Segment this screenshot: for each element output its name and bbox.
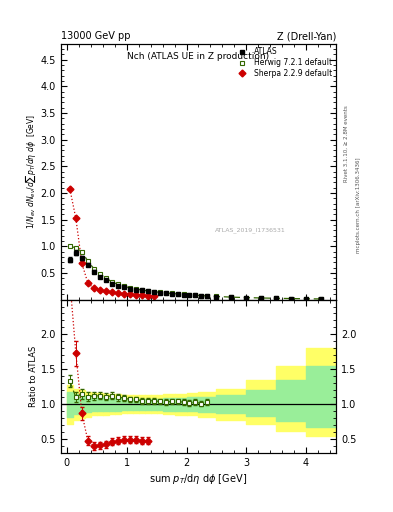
ATLAS bbox=[133, 287, 138, 293]
Sherpa 2.2.9 default bbox=[116, 290, 120, 296]
ATLAS bbox=[139, 287, 144, 293]
ATLAS bbox=[73, 249, 78, 255]
Herwig 7.2.1 default bbox=[163, 290, 168, 296]
ATLAS bbox=[145, 288, 150, 294]
Text: 13000 GeV pp: 13000 GeV pp bbox=[61, 31, 130, 41]
ATLAS bbox=[169, 291, 174, 297]
Herwig 7.2.1 default bbox=[151, 289, 156, 295]
Herwig 7.2.1 default bbox=[244, 294, 249, 301]
ATLAS bbox=[193, 292, 198, 298]
ATLAS bbox=[214, 293, 219, 300]
Herwig 7.2.1 default bbox=[169, 290, 174, 296]
ATLAS bbox=[304, 296, 309, 302]
ATLAS bbox=[92, 269, 96, 275]
Herwig 7.2.1 default bbox=[187, 292, 192, 298]
Text: Nch (ATLAS UE in Z production): Nch (ATLAS UE in Z production) bbox=[127, 53, 270, 61]
Herwig 7.2.1 default bbox=[68, 243, 72, 249]
Sherpa 2.2.9 default bbox=[73, 216, 78, 222]
Y-axis label: $1/N_{ev}\ dN_{ev}/d\sum p_T/d\eta\ d\phi\ \ [\mathrm{GeV}]$: $1/N_{ev}\ dN_{ev}/d\sum p_T/d\eta\ d\ph… bbox=[24, 114, 38, 229]
ATLAS bbox=[205, 293, 210, 299]
Sherpa 2.2.9 default bbox=[133, 292, 138, 298]
Line: ATLAS: ATLAS bbox=[68, 250, 323, 302]
ATLAS bbox=[259, 295, 264, 301]
Herwig 7.2.1 default bbox=[109, 279, 114, 285]
ATLAS bbox=[181, 291, 186, 297]
Herwig 7.2.1 default bbox=[121, 283, 126, 289]
Line: Sherpa 2.2.9 default: Sherpa 2.2.9 default bbox=[68, 187, 156, 298]
ATLAS bbox=[85, 262, 90, 268]
Herwig 7.2.1 default bbox=[97, 271, 102, 277]
Sherpa 2.2.9 default bbox=[85, 280, 90, 286]
ATLAS bbox=[289, 295, 294, 302]
Text: Rivet 3.1.10, ≥ 2.8M events: Rivet 3.1.10, ≥ 2.8M events bbox=[344, 105, 349, 182]
Herwig 7.2.1 default bbox=[79, 248, 84, 254]
ATLAS bbox=[244, 294, 249, 301]
Text: ATLAS_2019_I1736531: ATLAS_2019_I1736531 bbox=[215, 227, 286, 233]
Sherpa 2.2.9 default bbox=[151, 293, 156, 299]
Herwig 7.2.1 default bbox=[116, 281, 120, 287]
Herwig 7.2.1 default bbox=[92, 266, 96, 272]
Sherpa 2.2.9 default bbox=[121, 290, 126, 296]
ATLAS bbox=[187, 292, 192, 298]
Herwig 7.2.1 default bbox=[73, 245, 78, 251]
Herwig 7.2.1 default bbox=[274, 295, 279, 302]
ATLAS bbox=[199, 292, 204, 298]
Herwig 7.2.1 default bbox=[103, 275, 108, 281]
ATLAS bbox=[163, 290, 168, 296]
Herwig 7.2.1 default bbox=[133, 286, 138, 292]
ATLAS bbox=[116, 283, 120, 289]
Sherpa 2.2.9 default bbox=[145, 292, 150, 298]
Sherpa 2.2.9 default bbox=[68, 186, 72, 192]
Line: Herwig 7.2.1 default: Herwig 7.2.1 default bbox=[68, 244, 323, 302]
Herwig 7.2.1 default bbox=[229, 294, 234, 300]
ATLAS bbox=[319, 296, 323, 302]
Text: Z (Drell-Yan): Z (Drell-Yan) bbox=[277, 31, 336, 41]
Sherpa 2.2.9 default bbox=[139, 292, 144, 298]
Herwig 7.2.1 default bbox=[145, 288, 150, 294]
Herwig 7.2.1 default bbox=[199, 292, 204, 298]
Legend: ATLAS, Herwig 7.2.1 default, Sherpa 2.2.9 default: ATLAS, Herwig 7.2.1 default, Sherpa 2.2.… bbox=[233, 46, 334, 80]
Sherpa 2.2.9 default bbox=[127, 291, 132, 297]
ATLAS bbox=[97, 273, 102, 280]
Herwig 7.2.1 default bbox=[175, 291, 180, 297]
Herwig 7.2.1 default bbox=[259, 295, 264, 301]
Herwig 7.2.1 default bbox=[139, 287, 144, 293]
Herwig 7.2.1 default bbox=[193, 292, 198, 298]
Herwig 7.2.1 default bbox=[85, 258, 90, 264]
Sherpa 2.2.9 default bbox=[103, 288, 108, 294]
ATLAS bbox=[103, 278, 108, 284]
Herwig 7.2.1 default bbox=[157, 289, 162, 295]
ATLAS bbox=[157, 289, 162, 295]
ATLAS bbox=[121, 284, 126, 290]
Herwig 7.2.1 default bbox=[205, 293, 210, 299]
ATLAS bbox=[175, 291, 180, 297]
Sherpa 2.2.9 default bbox=[97, 287, 102, 293]
Herwig 7.2.1 default bbox=[319, 296, 323, 302]
ATLAS bbox=[229, 294, 234, 301]
ATLAS bbox=[151, 289, 156, 295]
Sherpa 2.2.9 default bbox=[79, 260, 84, 266]
ATLAS bbox=[79, 255, 84, 261]
Herwig 7.2.1 default bbox=[289, 295, 294, 302]
Herwig 7.2.1 default bbox=[127, 285, 132, 291]
Sherpa 2.2.9 default bbox=[109, 289, 114, 295]
ATLAS bbox=[274, 295, 279, 302]
Y-axis label: Ratio to ATLAS: Ratio to ATLAS bbox=[29, 346, 38, 407]
X-axis label: sum $p_T$/d$\eta$ d$\phi$ [GeV]: sum $p_T$/d$\eta$ d$\phi$ [GeV] bbox=[149, 472, 248, 486]
ATLAS bbox=[68, 257, 72, 263]
Herwig 7.2.1 default bbox=[181, 291, 186, 297]
Text: mcplots.cern.ch [arXiv:1306.3436]: mcplots.cern.ch [arXiv:1306.3436] bbox=[356, 157, 361, 252]
ATLAS bbox=[109, 281, 114, 287]
Sherpa 2.2.9 default bbox=[92, 285, 96, 291]
Herwig 7.2.1 default bbox=[214, 293, 219, 300]
Herwig 7.2.1 default bbox=[304, 296, 309, 302]
ATLAS bbox=[127, 286, 132, 292]
